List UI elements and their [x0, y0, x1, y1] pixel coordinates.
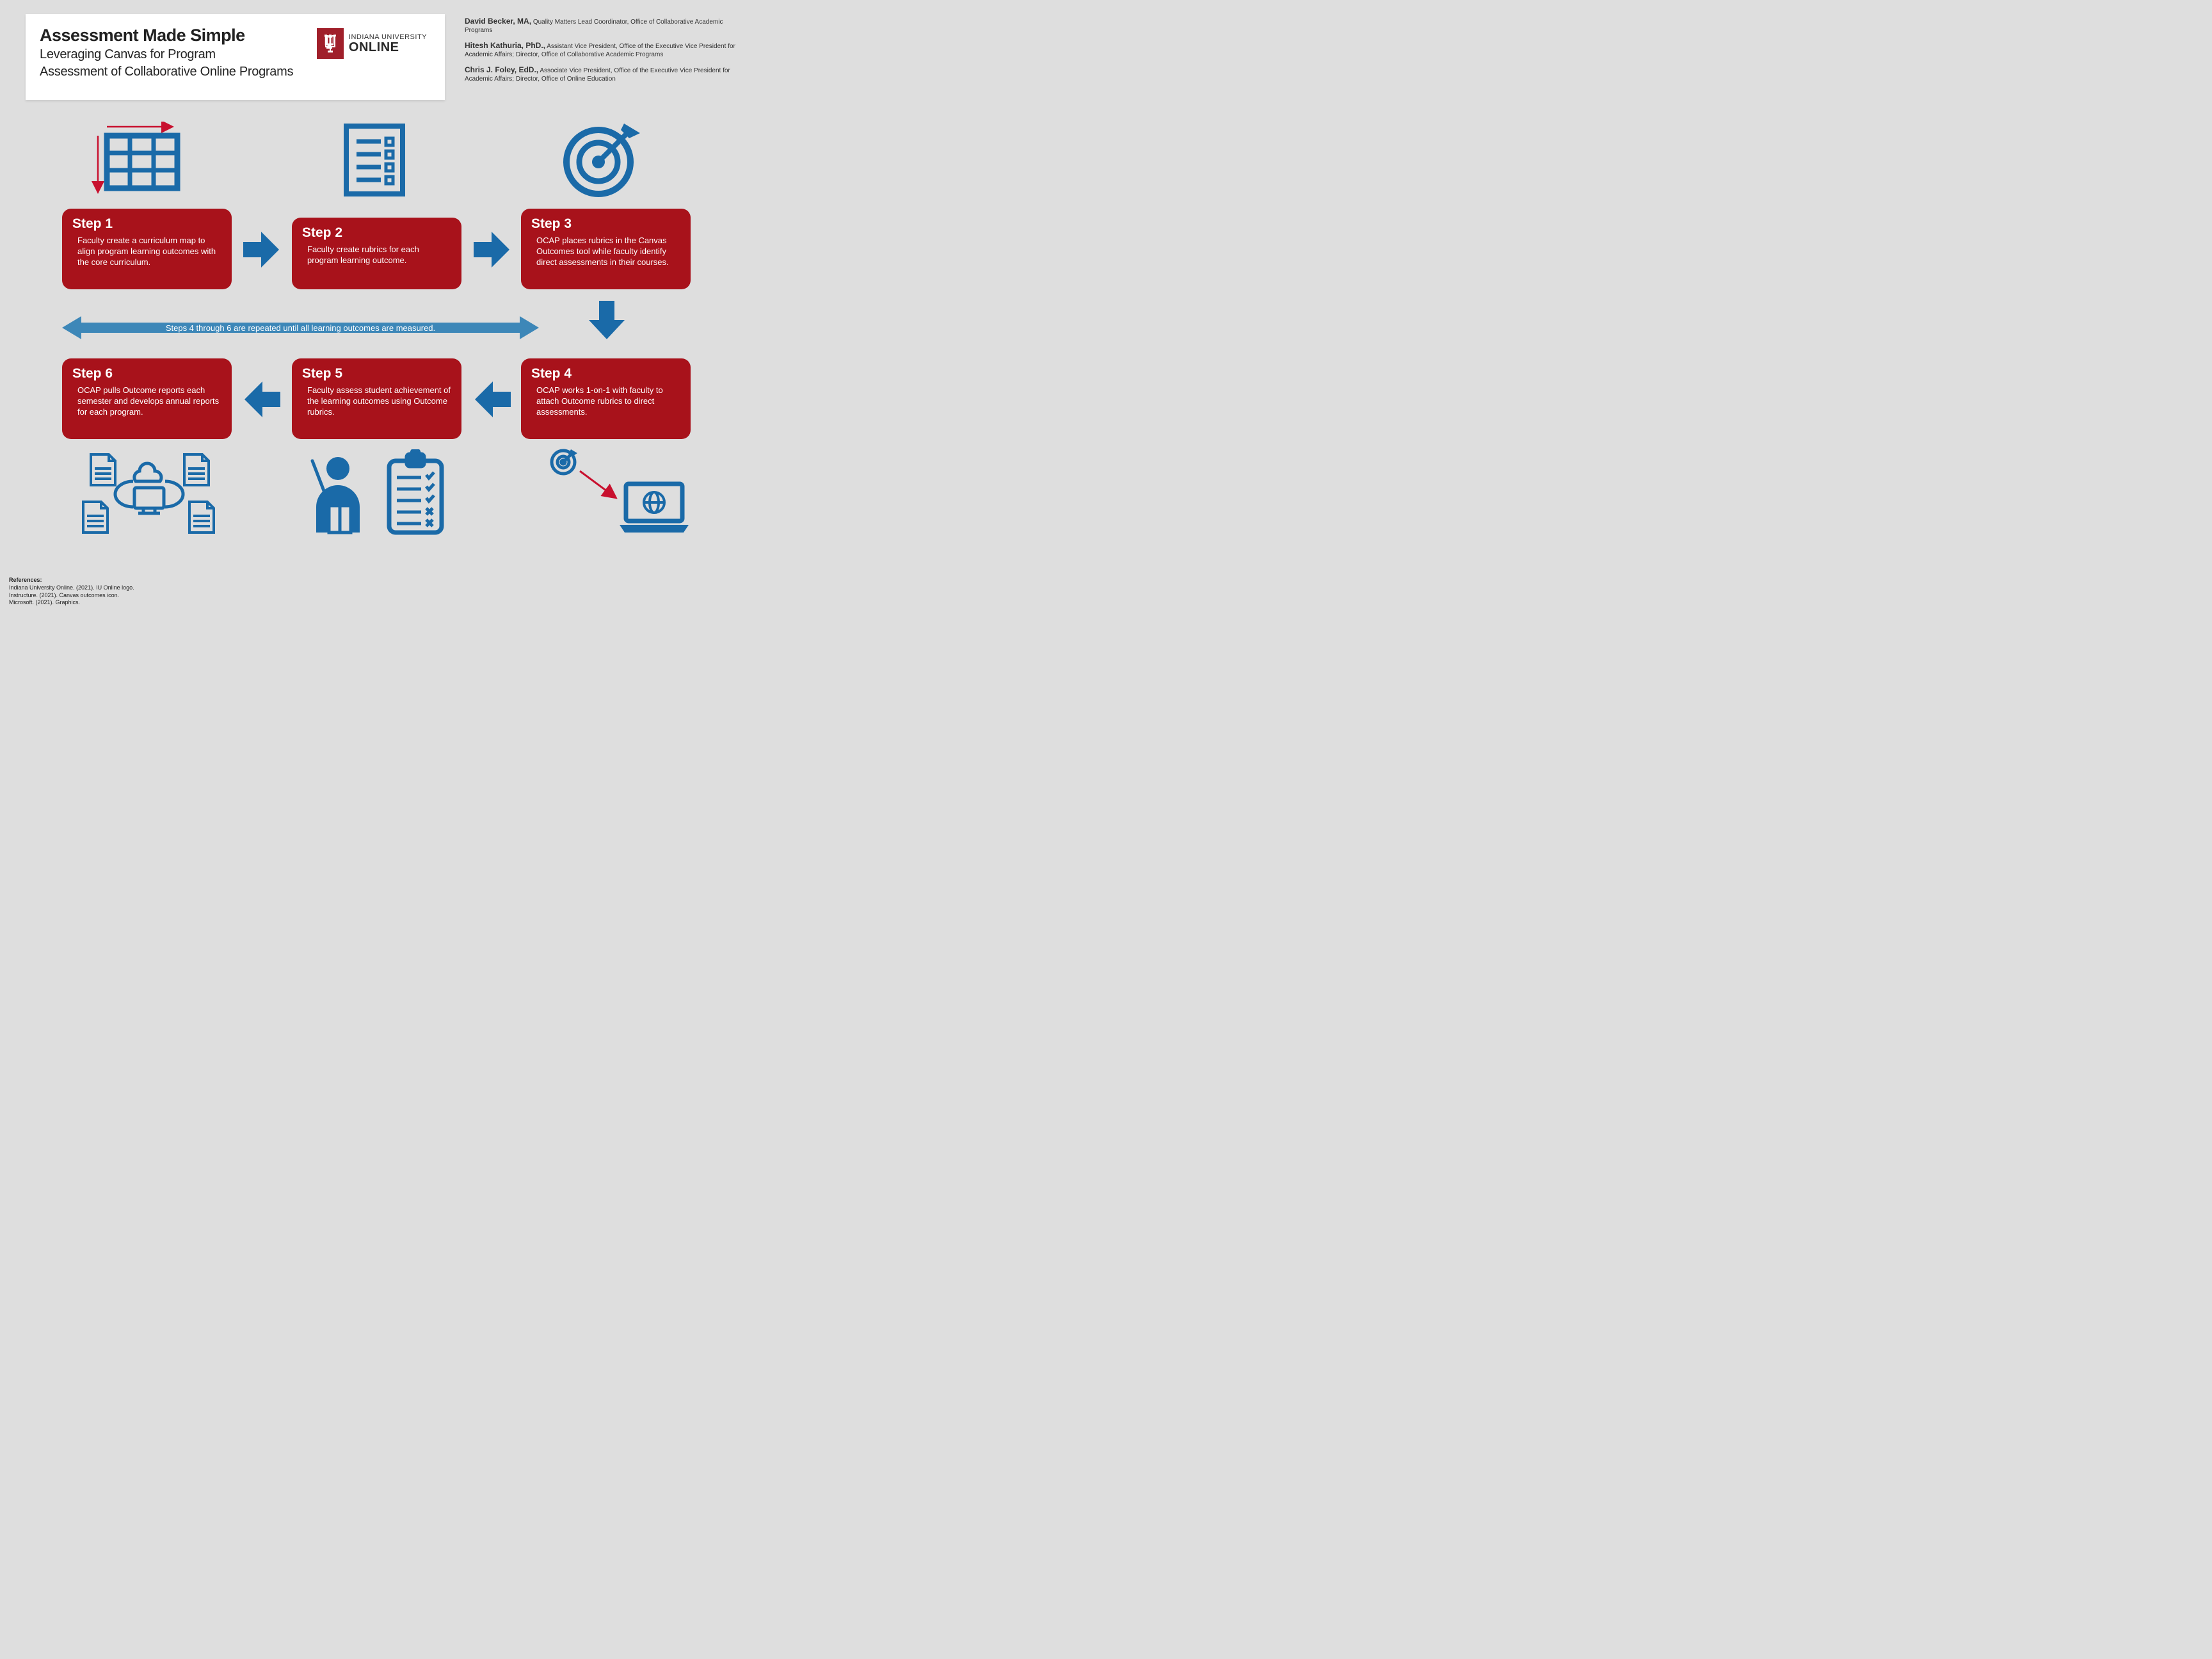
curriculum-map-icon	[88, 122, 190, 198]
iu-logo: INDIANA UNIVERSITY ONLINE	[317, 28, 427, 59]
target-to-laptop-icon	[544, 447, 691, 543]
references: References: Indiana University Online. (…	[9, 577, 134, 607]
reference-line-3: Microsoft. (2021). Graphics.	[9, 599, 134, 607]
reports-cloud-icon	[70, 449, 227, 542]
rubric-doc-icon	[339, 122, 410, 198]
arrow-step2-step3-icon	[474, 232, 511, 271]
step-3-title: Step 3	[531, 216, 680, 232]
arrow-step1-step2-icon	[243, 232, 280, 271]
step-1-card: Step 1 Faculty create a curriculum map t…	[62, 209, 232, 289]
references-header: References:	[9, 577, 134, 584]
step-3-card: Step 3 OCAP places rubrics in the Canvas…	[521, 209, 691, 289]
reference-line-1: Indiana University Online. (2021). IU On…	[9, 584, 134, 592]
header-box: Assessment Made Simple Leveraging Canvas…	[26, 14, 445, 100]
step-1-body: Faculty create a curriculum map to align…	[72, 236, 221, 268]
step-6-body: OCAP pulls Outcome reports each semester…	[72, 385, 221, 418]
target-icon	[560, 120, 643, 200]
step-6-card: Step 6 OCAP pulls Outcome reports each s…	[62, 358, 232, 439]
step-6-title: Step 6	[72, 366, 221, 381]
step-5-body: Faculty assess student achievement of th…	[302, 385, 451, 418]
step-2-body: Faculty create rubrics for each program …	[302, 244, 451, 266]
step-2-card: Step 2 Faculty create rubrics for each p…	[292, 218, 461, 289]
step-4-body: OCAP works 1-on-1 with faculty to attach…	[531, 385, 680, 418]
teacher-clipboard-icon	[301, 449, 451, 542]
author-name-3: Chris J. Foley, EdD.,	[465, 65, 538, 74]
step-1-title: Step 1	[72, 216, 221, 232]
author-name-2: Hitesh Kathuria, PhD.,	[465, 41, 545, 50]
arrow-step3-step4-icon	[589, 301, 625, 344]
repeat-bar-text: Steps 4 through 6 are repeated until all…	[62, 316, 539, 339]
arrow-step4-step5-icon	[474, 381, 511, 421]
step-5-card: Step 5 Faculty assess student achievemen…	[292, 358, 461, 439]
iu-trident-icon	[317, 28, 344, 59]
reference-line-2: Instructure. (2021). Canvas outcomes ico…	[9, 592, 134, 600]
page-subtitle-2: Assessment of Collaborative Online Progr…	[40, 64, 431, 80]
arrow-step5-step6-icon	[243, 381, 280, 421]
step-4-card: Step 4 OCAP works 1-on-1 with faculty to…	[521, 358, 691, 439]
step-3-body: OCAP places rubrics in the Canvas Outcom…	[531, 236, 680, 268]
repeat-bar: Steps 4 through 6 are repeated until all…	[62, 316, 539, 339]
step-5-title: Step 5	[302, 366, 451, 381]
authors-block: David Becker, MA, Quality Matters Lead C…	[465, 17, 746, 90]
step-4-title: Step 4	[531, 366, 680, 381]
step-2-title: Step 2	[302, 225, 451, 241]
iu-text-top: INDIANA UNIVERSITY	[349, 34, 427, 41]
iu-text-bottom: ONLINE	[349, 41, 427, 54]
author-name-1: David Becker, MA,	[465, 17, 531, 26]
